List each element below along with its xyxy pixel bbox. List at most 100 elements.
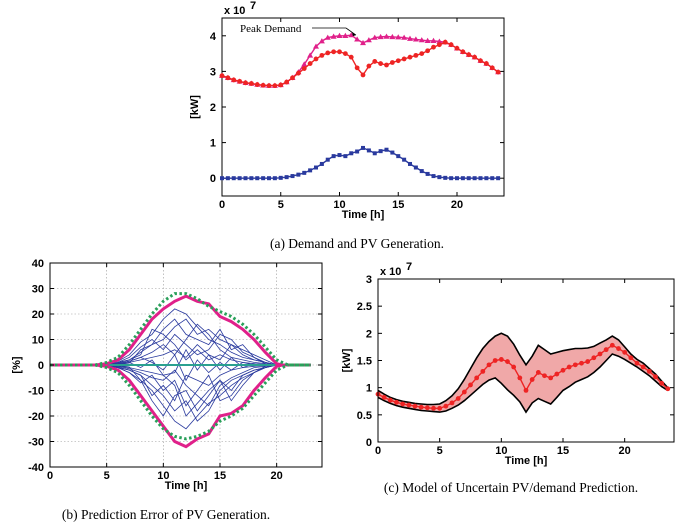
y-tick-label: 3: [210, 66, 216, 78]
data-point: [384, 147, 389, 152]
x-tick-label: 20: [619, 445, 631, 457]
data-point: [472, 176, 477, 181]
x-tick-label: 20: [451, 199, 463, 211]
data-point: [412, 36, 419, 42]
data-point: [366, 148, 371, 153]
data-point: [460, 49, 466, 55]
data-point: [284, 175, 289, 180]
data-point: [659, 380, 665, 386]
error-bound: [50, 292, 311, 367]
data-point: [554, 371, 560, 377]
data-point: [349, 151, 354, 156]
y-tick-label: 1: [210, 138, 216, 150]
data-point: [255, 176, 260, 181]
y-tick-label: 3: [366, 274, 372, 286]
data-point: [560, 367, 566, 373]
data-point: [442, 39, 448, 45]
data-point: [603, 347, 609, 353]
data-point: [407, 35, 413, 41]
series-line: [221, 34, 499, 87]
data-point: [529, 377, 535, 382]
data-point: [431, 174, 436, 179]
data-point: [496, 176, 501, 181]
y-tick-label: 10: [32, 335, 44, 347]
data-point: [395, 58, 401, 64]
data-point: [431, 405, 436, 411]
data-point: [261, 176, 266, 181]
data-point: [278, 82, 284, 88]
data-point: [260, 82, 266, 88]
data-point: [585, 359, 591, 364]
data-point: [498, 357, 504, 362]
data-point: [342, 32, 349, 38]
data-point: [290, 75, 295, 81]
data-point: [219, 73, 225, 79]
data-point: [407, 54, 413, 60]
data-point: [365, 37, 372, 43]
data-point: [390, 150, 395, 155]
data-point: [278, 175, 283, 180]
data-point: [486, 362, 492, 368]
data-point: [400, 401, 406, 407]
error-curve: [50, 364, 311, 407]
data-point: [448, 42, 454, 48]
x-axis-label: Time [h]: [505, 455, 548, 467]
y-tick-label: 2: [210, 102, 216, 114]
data-point: [325, 157, 330, 162]
data-point: [436, 42, 442, 48]
x-tick-label: 5: [437, 445, 443, 457]
caption-a: (a) Demand and PV Generation.: [270, 236, 444, 251]
data-point: [307, 61, 313, 66]
data-point: [319, 52, 325, 58]
data-point: [225, 176, 230, 181]
data-point: [284, 79, 290, 85]
data-point: [372, 151, 377, 156]
data-point: [523, 387, 529, 393]
data-point: [272, 176, 277, 181]
data-point: [313, 43, 319, 49]
data-point: [383, 33, 390, 39]
y-tick-label: -40: [28, 462, 44, 474]
y-tick-label: -30: [28, 437, 44, 449]
data-point: [401, 56, 407, 62]
data-point: [307, 52, 314, 58]
data-point: [609, 342, 615, 348]
data-point: [492, 358, 498, 363]
x-tick-label: 0: [47, 470, 53, 482]
data-point: [267, 176, 271, 181]
data-point: [408, 161, 412, 166]
data-point: [454, 45, 460, 51]
data-point: [231, 77, 237, 83]
data-point: [330, 33, 337, 39]
data-point: [572, 362, 578, 368]
chart-a: 0 5 10 15 20 0 1 2 3 4 Time [h] [kW] x 10 7 Peak Deman…: [189, 0, 505, 221]
data-point: [472, 54, 478, 60]
data-point: [243, 176, 248, 181]
error-bound: [50, 363, 311, 441]
data-point: [653, 374, 658, 380]
data-point: [225, 75, 231, 81]
data-point: [490, 176, 495, 181]
data-point: [505, 359, 510, 364]
chart-c: 0 5 10 15 20 0 0.5 1 1.5 2 2.5 3 Time [h] [kW] x 10 7: [341, 261, 675, 467]
axis-scale-exponent: 7: [406, 261, 412, 273]
data-point: [591, 355, 597, 361]
data-point: [366, 63, 372, 69]
data-point: [484, 176, 489, 181]
data-point: [372, 59, 378, 64]
data-point: [343, 154, 348, 159]
x-tick-label: 20: [271, 470, 283, 482]
data-point: [248, 81, 254, 86]
data-point: [466, 176, 471, 181]
data-point: [418, 404, 424, 410]
error-envelope: [50, 363, 311, 449]
data-point: [511, 364, 517, 370]
data-point: [548, 375, 554, 381]
data-point: [542, 373, 547, 379]
data-point: [389, 33, 396, 40]
data-point: [449, 176, 454, 181]
data-point: [418, 37, 425, 43]
axis-scale-exponent: 7: [250, 0, 256, 12]
x-tick-label: 10: [495, 445, 507, 457]
data-point: [348, 32, 355, 38]
